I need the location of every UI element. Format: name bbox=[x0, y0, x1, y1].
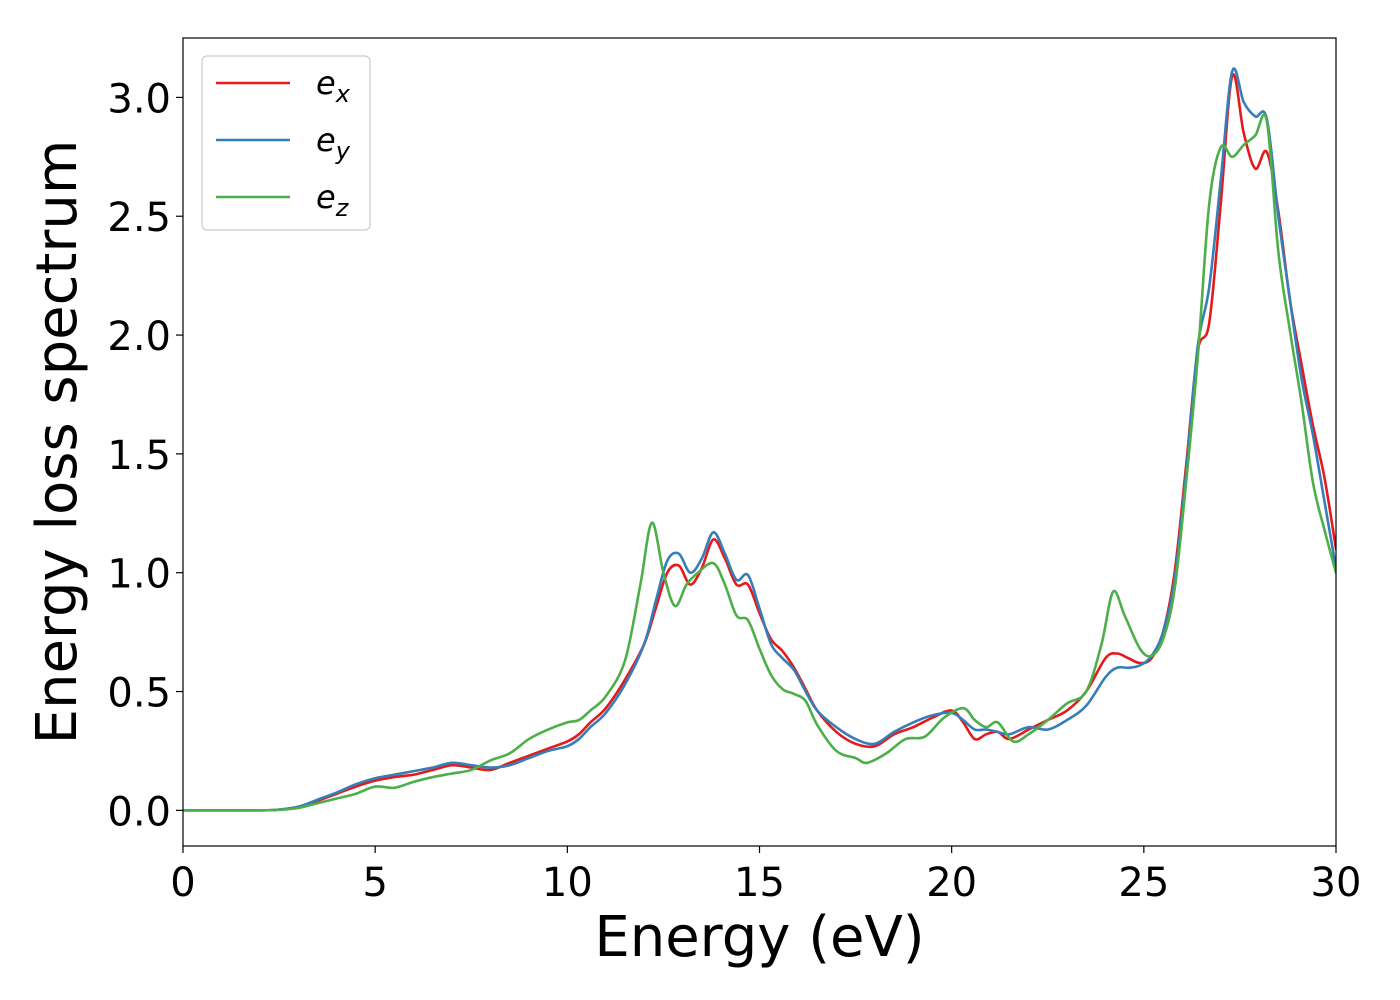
x-tick-label: 25 bbox=[1118, 860, 1169, 906]
x-tick-label: 30 bbox=[1311, 860, 1362, 906]
legend-item-y: ey bbox=[216, 121, 351, 165]
x-axis: 0 5 10 15 20 25 30 bbox=[170, 846, 1361, 906]
y-tick-label: 2.0 bbox=[107, 314, 171, 360]
y-tick-label: 1.0 bbox=[107, 552, 171, 598]
legend-box bbox=[201, 55, 371, 231]
y-axis-label: Energy loss spectrum bbox=[25, 140, 90, 745]
series-line-x bbox=[183, 73, 1336, 812]
legend-label: ez bbox=[316, 178, 350, 222]
x-tick-label: 10 bbox=[542, 860, 593, 906]
series-layer bbox=[183, 67, 1336, 812]
series-line-y bbox=[183, 67, 1336, 812]
y-tick-label: 2.5 bbox=[107, 195, 171, 241]
x-axis-label: Energy (eV) bbox=[594, 905, 924, 970]
legend: ex ey ez bbox=[201, 55, 371, 231]
x-tick-label: 20 bbox=[926, 860, 977, 906]
x-tick-label: 5 bbox=[362, 860, 387, 906]
legend-label: ey bbox=[316, 121, 351, 165]
plot-area bbox=[182, 37, 1337, 847]
y-tick-label: 3.0 bbox=[107, 76, 171, 122]
y-tick-label: 0.5 bbox=[107, 671, 171, 717]
legend-item-x: ex bbox=[216, 64, 351, 108]
plot-background bbox=[183, 38, 1336, 846]
y-tick-label: 0.0 bbox=[107, 789, 171, 835]
legend-item-z: ez bbox=[216, 178, 350, 222]
x-tick-label: 15 bbox=[734, 860, 785, 906]
x-tick-label: 0 bbox=[170, 860, 195, 906]
series-line-z bbox=[183, 113, 1336, 812]
y-tick-label: 1.5 bbox=[107, 433, 171, 479]
y-axis: 0.0 0.5 1.0 1.5 2.0 2.5 3.0 bbox=[107, 76, 183, 835]
legend-label: ex bbox=[316, 64, 351, 108]
